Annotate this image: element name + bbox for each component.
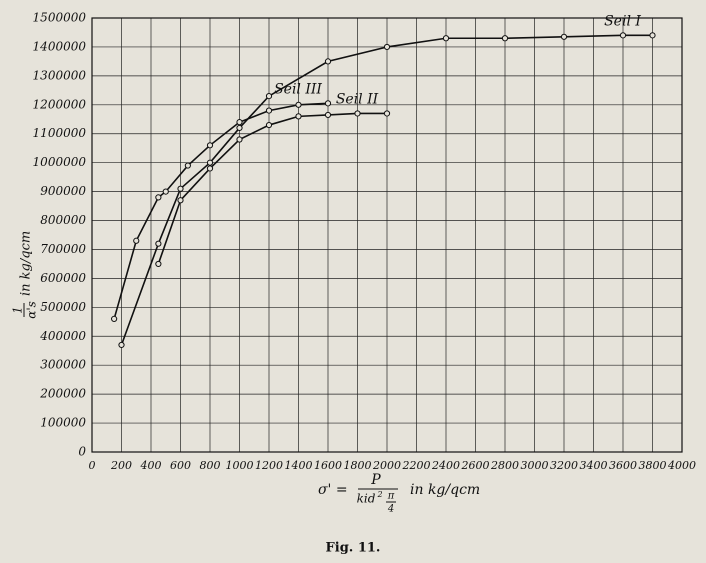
y-tick-label: 1000000: [33, 155, 87, 169]
caption: Fig. 11.: [326, 541, 381, 556]
data-point: [206, 142, 214, 149]
data-point: [184, 162, 191, 169]
data-point: [162, 188, 169, 195]
y-label-unit: in kg/qcm: [19, 231, 34, 296]
data-point: [324, 100, 332, 107]
x-tick-label: 3400: [580, 459, 608, 472]
y-label-numerator: 1: [11, 306, 25, 314]
x-tick-label: 2000: [372, 459, 401, 472]
x-tick-label: 3200: [550, 459, 578, 472]
plot-frame: [91, 17, 683, 453]
y-tick-label: 800000: [40, 213, 86, 227]
y-label-denominator: α's: [25, 301, 39, 319]
y-axis-label: 1 α's in kg/qcm: [11, 231, 39, 319]
data-point: [206, 159, 214, 166]
x-tick-label: 2200: [402, 459, 431, 472]
x-label-exponent: 2: [376, 490, 382, 499]
series-label: Seil I: [604, 13, 641, 29]
x-tick-label: 1800: [344, 459, 372, 472]
y-tick-label: 600000: [40, 271, 86, 285]
data-point: [265, 121, 273, 129]
series-line: [113, 102, 329, 320]
data-point: [501, 35, 509, 42]
y-tick-label: 0: [78, 445, 86, 459]
x-tick-label: 3600: [609, 459, 637, 472]
data-point: [133, 237, 140, 244]
data-point: [236, 136, 243, 143]
y-tick-label: 1500000: [33, 11, 87, 25]
data-point: [295, 113, 302, 120]
y-tick-label: 400000: [39, 329, 86, 343]
y-tick-label: 700000: [40, 242, 86, 256]
data-point: [155, 260, 162, 268]
data-point: [354, 110, 361, 117]
x-tick-label: 200: [110, 459, 132, 472]
data-point: [265, 107, 273, 114]
x-label-denominator: kid: [357, 492, 376, 506]
x-tick-label: 0: [89, 459, 96, 472]
data-point: [560, 33, 568, 40]
x-tick-label: 1200: [255, 459, 283, 472]
data-point: [111, 315, 118, 323]
data-point: [177, 197, 184, 204]
x-tick-label: 3000: [521, 459, 549, 472]
data-point: [324, 58, 332, 65]
x-label-four: 4: [387, 504, 394, 515]
data-point: [383, 43, 391, 51]
series-label: Seil II: [336, 91, 379, 107]
y-tick-label: 1300000: [33, 68, 87, 82]
data-point: [155, 240, 162, 247]
y-tick-label: 1200000: [33, 97, 87, 111]
y-tick-label: 1400000: [33, 39, 87, 53]
data-point: [383, 110, 391, 117]
x-tick-label: 1400: [285, 459, 313, 472]
x-tick-label: 2400: [431, 459, 460, 472]
y-tick-label: 300000: [40, 358, 86, 372]
x-tick-label: 2800: [490, 459, 519, 472]
x-tick-label: 800: [200, 459, 221, 472]
data-point: [442, 35, 450, 42]
y-tick-label: 1100000: [33, 126, 87, 140]
data-point: [206, 165, 214, 172]
x-label-numerator: P: [370, 472, 381, 488]
x-tick-label: 1000: [226, 459, 254, 472]
data-point: [236, 119, 243, 126]
x-label-pi: π: [387, 491, 395, 502]
x-axis-label: σ' = P kid 2 π 4 in kg/qcm: [318, 472, 480, 515]
data-point: [324, 111, 332, 119]
x-label-unit: in kg/qcm: [410, 482, 480, 498]
y-tick-label: 900000: [40, 184, 86, 198]
data-point: [118, 341, 125, 349]
data-point: [236, 124, 243, 132]
data-point: [649, 32, 656, 39]
data-point: [619, 32, 627, 39]
data-point: [265, 93, 273, 100]
y-tick-label: 100000: [40, 416, 86, 430]
data-point: [295, 101, 302, 108]
x-tick-label: 1600: [314, 459, 342, 472]
x-tick-label: 4000: [667, 459, 696, 472]
x-tick-label: 2600: [461, 459, 490, 472]
y-tick-label: 500000: [40, 300, 86, 314]
series-label: Seil III: [274, 81, 322, 97]
data-point: [155, 194, 162, 201]
data-point: [177, 185, 184, 192]
x-label-symbol: σ' =: [318, 482, 348, 498]
x-tick-label: 400: [140, 459, 162, 472]
x-tick-label: 3800: [639, 459, 667, 472]
x-tick-label: 600: [170, 459, 191, 472]
y-tick-label: 200000: [39, 387, 86, 401]
